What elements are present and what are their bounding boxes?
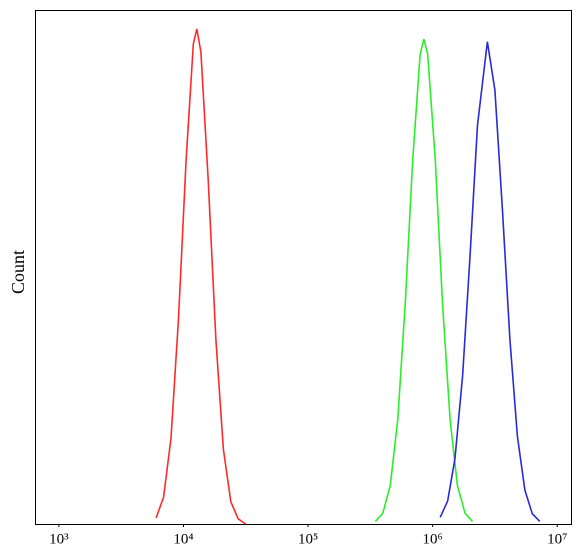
histogram-line xyxy=(155,28,247,525)
x-tick-label: 10⁶ xyxy=(423,531,443,547)
histogram-line xyxy=(439,41,541,522)
x-tick-label: 10⁷ xyxy=(547,531,567,547)
histogram-line xyxy=(374,39,474,522)
y-axis-label: Count xyxy=(8,250,28,294)
plot-frame xyxy=(35,10,572,525)
x-tick-label: 10⁵ xyxy=(298,531,318,547)
x-tick-label: 10³ xyxy=(49,531,69,547)
x-tick-label: 10⁴ xyxy=(173,531,193,547)
